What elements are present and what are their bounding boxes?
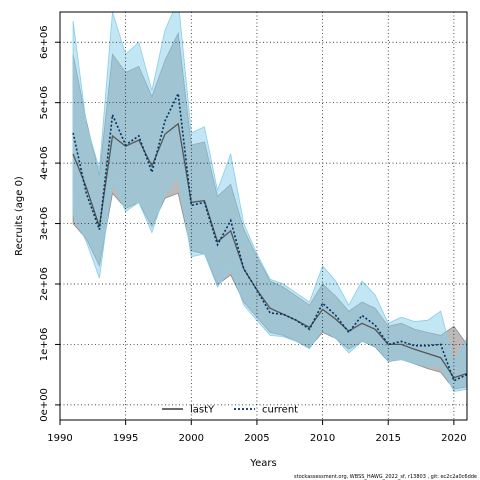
confidence-bands (72, 12, 467, 393)
footnote: stockassessment.org, WBSS_HAWG_2022_sf, … (294, 474, 477, 480)
y-tick-label: 3e+06 (39, 207, 50, 241)
legend: lastY current (162, 405, 298, 416)
legend-label-current: current (262, 405, 298, 416)
y-axis: 0e+00 1e+06 2e+06 3e+06 4e+06 5e+06 6e+06 (39, 25, 60, 422)
series-line-lastY (72, 122, 468, 379)
band-current (72, 12, 467, 393)
x-axis-title: Years (249, 458, 276, 469)
x-tick-label: 1995 (113, 433, 138, 444)
y-tick-label: 0e+00 (39, 388, 50, 422)
y-tick-label: 5e+06 (39, 86, 50, 120)
series-lines (72, 90, 468, 382)
x-tick-label: 2015 (375, 433, 400, 444)
y-axis-title: Recruits (age 0) (14, 176, 25, 256)
plot-frame (59, 11, 468, 421)
y-tick-label: 4e+06 (39, 146, 50, 180)
series-line-current (72, 90, 468, 382)
x-tick-label: 2005 (244, 433, 269, 444)
y-tick-label: 6e+06 (39, 25, 50, 59)
x-tick-label: 1990 (47, 433, 72, 444)
y-tick-label: 1e+06 (39, 328, 50, 362)
x-tick-label: 2020 (441, 433, 466, 444)
legend-label-lastY: lastY (190, 405, 215, 416)
x-axis: 1990 1995 2000 2005 2010 2015 2020 (47, 420, 467, 444)
y-tick-label: 2e+06 (39, 267, 50, 301)
x-tick-label: 2010 (310, 433, 335, 444)
x-tick-label: 2000 (179, 433, 204, 444)
